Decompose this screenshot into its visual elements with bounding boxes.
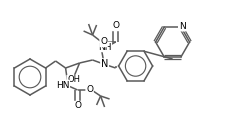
Text: N: N — [101, 59, 108, 69]
Text: OH: OH — [67, 75, 80, 84]
Text: NH: NH — [98, 42, 111, 52]
Text: HN: HN — [56, 81, 69, 89]
Text: O: O — [86, 86, 93, 95]
Text: N: N — [179, 22, 185, 31]
Text: O: O — [100, 38, 107, 47]
Text: O: O — [74, 101, 81, 110]
Text: O: O — [112, 21, 119, 30]
